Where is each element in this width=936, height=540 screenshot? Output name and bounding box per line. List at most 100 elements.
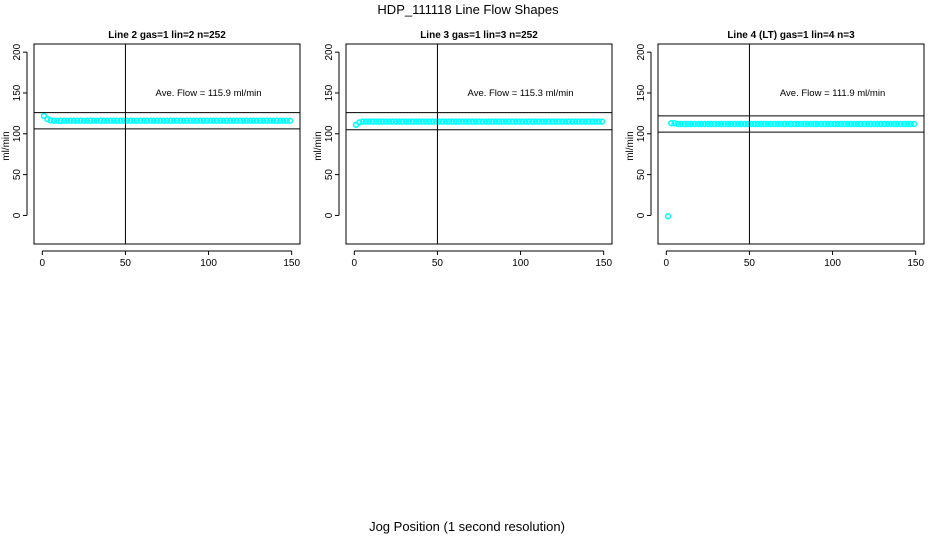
data-point [744,120,751,128]
data-point [77,117,84,124]
data-point [462,118,469,125]
data-point [170,117,177,124]
data-point [532,118,539,125]
data-point [236,117,244,124]
data-point [260,117,267,124]
data-point [724,120,732,128]
data-point [884,120,891,128]
figure-xlabel: Jog Position (1 second resolution) [369,519,565,534]
data-point [678,120,685,128]
data-point [900,120,908,128]
data-point [283,117,290,124]
data-point [405,118,413,125]
panel-3: Line 4 (LT) gas=1 lin=4 n=3 Ave. Flow = 1… [625,30,925,269]
data-point [857,120,865,128]
data-point [412,118,420,125]
data-point [475,118,483,125]
data-point [273,117,280,124]
data-point [757,120,765,128]
panel-title: Line 2 gas=1 lin=2 n=252 [108,30,226,41]
data-point [691,120,698,128]
y-axis-label: ml/min [313,131,324,160]
data-point [120,117,127,124]
data-point [714,120,722,128]
data-point [60,117,68,124]
data-point [847,120,855,128]
data-point [582,118,589,125]
data-point [47,117,54,124]
data-point [113,117,121,124]
data-point [525,118,533,125]
x-tick-label: 150 [283,258,300,269]
data-point [187,117,194,124]
data-point [804,120,811,128]
data-point [223,117,231,124]
data-point [890,120,898,128]
data-point [449,118,456,125]
data-point [67,117,74,124]
y-tick-label: 200 [636,43,647,60]
data-point [509,118,516,125]
data-point [40,112,48,120]
data-point [233,117,241,124]
data-point [266,117,274,124]
data-point [359,118,366,125]
data-point [160,117,167,124]
data-point [167,117,174,124]
data-point [50,117,58,124]
data-point [392,118,400,125]
data-point [376,118,383,125]
data-point [499,118,506,125]
data-point [250,117,257,124]
data-point [143,117,151,124]
data-point [552,118,559,125]
data-point [117,117,124,124]
data-point [874,120,881,128]
data-point [907,120,914,128]
data-point [811,120,818,128]
data-point [538,118,546,125]
data-point [44,115,51,123]
y-tick-label: 0 [324,212,335,218]
data-point [747,120,755,128]
data-point [217,117,224,124]
data-point [578,118,586,125]
data-point [565,118,572,125]
data-point [837,120,845,128]
plot-frame [33,43,301,245]
data-point [492,118,499,125]
x-tick-label: 0 [664,258,670,269]
data-point [489,118,496,125]
data-point [668,119,675,127]
data-point [399,118,406,125]
data-point [469,118,476,125]
y-axis-label: ml/min [1,131,12,160]
data-point [867,120,874,128]
data-point [150,117,157,124]
data-point [592,118,599,125]
data-point [193,117,201,124]
data-point [369,118,376,125]
data-point [751,120,758,128]
data-point [372,118,380,125]
data-point [910,120,918,128]
data-point [153,117,161,124]
data-point [598,118,606,125]
data-point [588,118,596,125]
data-point [834,120,841,128]
data-point [764,120,771,128]
x-tick-label: 100 [824,258,841,269]
panel-1: Line 2 gas=1 lin=2 n=252 Ave. Flow = 115.… [1,30,301,269]
x-tick-label: 50 [432,258,444,269]
panel-title: Line 3 gas=1 lin=3 n=252 [420,30,538,41]
data-point [894,120,901,128]
data-point [505,118,513,125]
data-point [203,117,211,124]
data-point [555,118,562,125]
data-point [137,117,144,124]
x-tick-label: 50 [120,258,132,269]
data-point [230,117,237,124]
data-point [831,120,838,128]
data-point [409,118,416,125]
plot-frame [657,43,925,245]
